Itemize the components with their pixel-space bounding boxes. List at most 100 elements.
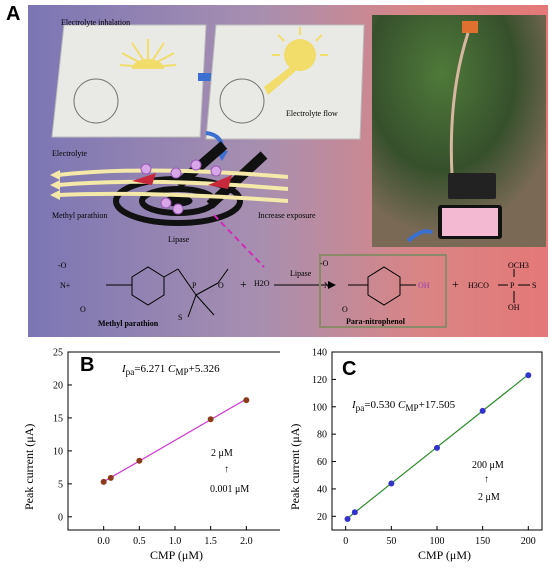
y-tick-label: 10 (53, 446, 63, 457)
atom-oh-2: OH (508, 303, 520, 312)
panel-b-range-top: 2 μM (211, 448, 233, 459)
methyl-parathion-label: Methyl parathion (52, 211, 108, 220)
y-tick-label: 20 (53, 380, 63, 391)
x-tick-label: 200 (521, 536, 536, 547)
plus-sign-1: + (240, 277, 247, 291)
panel-b-ylabel: Peak current (μA) (22, 423, 36, 510)
lipase-label: Lipase (168, 235, 190, 244)
panel-b-range-bottom: 0.001 μM (210, 484, 250, 495)
methyl-parathion-structure (106, 266, 229, 318)
x-tick-label: 1.5 (204, 536, 217, 547)
x-tick-label: 0 (343, 536, 348, 547)
panel-b-equation: Ipa=6.271 CMP+5.326 (122, 363, 220, 378)
atom-o-minus-2: -O (320, 259, 329, 268)
panel-a-letter: A (6, 3, 21, 25)
atom-p-2: P (510, 281, 515, 290)
para-nitrophenol-structure (348, 266, 416, 306)
panel-a-graphics (50, 15, 546, 328)
atom-o-minus-1: -O (58, 261, 67, 270)
panel-c-range-arrow-icon: ↑ (484, 474, 489, 485)
x-tick-label: 2.0 (240, 536, 253, 547)
tick-group: 0 50 100 150 200 20 40 60 80 100 120 140 (312, 348, 536, 548)
panel-c-range-bottom: 2 μM (478, 492, 500, 503)
reactant-name-label: Methyl parathion (98, 319, 159, 328)
panel-c-ylabel: Peak current (μA) (288, 423, 302, 510)
paper-sheet-right (205, 24, 365, 140)
atom-s-1: S (178, 313, 183, 322)
plus-sign-2: + (452, 277, 459, 291)
y-tick-label: 140 (312, 348, 327, 359)
data-point-group (100, 397, 250, 485)
panel-b-range-arrow-icon: ↑ (224, 464, 229, 475)
y-tick-label: 20 (317, 512, 327, 523)
data-point (479, 407, 486, 414)
y-tick-label: 120 (312, 375, 327, 386)
electrolyte-inhalation-label: Electrolyte inhalation (61, 18, 131, 27)
panel-b-xlabel: CMP (μM) (150, 548, 203, 562)
dimethyl-thiophosphate-structure (498, 269, 530, 303)
panel-c-letter: C (342, 358, 357, 380)
data-point (243, 397, 250, 404)
plot-frame (331, 351, 543, 531)
y-tick-label: 40 (317, 484, 327, 495)
data-point (434, 444, 440, 451)
atom-n-plus-2: N+ (324, 281, 335, 290)
electrolyte-flow-label: Electrolyte flow (286, 109, 338, 118)
panel-c-range-top: 200 μM (472, 460, 504, 471)
electrolyte-stream-icon (57, 168, 289, 203)
device-photo (372, 15, 546, 247)
atom-p-1: P (192, 281, 197, 290)
sun-icon-left (119, 39, 177, 69)
y-tick-label: 0 (58, 512, 63, 523)
atom-n-plus-1: N+ (60, 281, 71, 290)
atom-o-3: O (342, 305, 348, 314)
panel-c-equation: Ipa=0.530 CMP+17.505 (352, 399, 456, 414)
x-tick-label: 100 (430, 536, 445, 547)
panel-c-chart: 0 50 100 150 200 20 40 60 80 100 120 140 (312, 348, 543, 548)
data-point (525, 372, 532, 379)
atom-s-2: S (532, 281, 537, 290)
y-tick-label: 100 (312, 402, 327, 413)
atom-o-1: O (80, 305, 86, 314)
electrode-circle-left (73, 78, 119, 124)
atom-o-2: O (218, 281, 224, 290)
product-highlight-box (319, 254, 447, 328)
x-tick-label: 0.5 (133, 536, 146, 547)
increase-exposure-label: Increase exposure (258, 211, 316, 220)
data-point (344, 516, 351, 523)
panel-b-letter: B (80, 354, 95, 376)
atom-oh-1: OH (418, 281, 430, 290)
data-point (388, 480, 395, 487)
y-tick-label: 15 (53, 413, 63, 424)
y-tick-label: 60 (317, 457, 327, 468)
reaction-enzyme-label: Lipase (290, 269, 312, 278)
data-point (351, 509, 358, 516)
red-arrows-icon (132, 173, 232, 189)
electrode-circle-right (219, 78, 265, 124)
atom-h3co: H3CO (468, 281, 489, 290)
dashed-connector (213, 214, 265, 268)
flow-arrowheads-icon (50, 170, 60, 200)
data-point (107, 474, 114, 481)
lipase-bubbles-icon (140, 159, 222, 215)
y-tick-label: 80 (317, 430, 327, 441)
sun-icon-right (264, 27, 328, 95)
tick-group: 0.0 0.5 1.0 1.5 2.0 0 5 10 15 20 25 (53, 348, 253, 548)
paper-sheet-left (51, 24, 207, 138)
electrolyte-label: Electrolyte (52, 149, 88, 158)
product-name-label: Para-nitrophenol (346, 317, 405, 326)
x-tick-label: 50 (386, 536, 396, 547)
panel-b-chart: 0.0 0.5 1.0 1.5 2.0 0 5 10 15 20 25 (53, 348, 280, 548)
data-point-group (344, 372, 532, 523)
x-tick-label: 150 (475, 536, 490, 547)
data-point (136, 457, 143, 464)
y-tick-label: 25 (53, 348, 63, 359)
fit-line (103, 398, 247, 483)
y-tick-label: 5 (58, 479, 63, 490)
x-tick-label: 0.0 (97, 536, 110, 547)
panel-c-xlabel: CMP (μM) (418, 548, 471, 562)
h2o-label: H2O (254, 279, 270, 288)
x-tick-label: 1.0 (169, 536, 182, 547)
panel-a-schematic: Electrolyte inhalation Electrolyte flow … (28, 5, 548, 337)
atom-och3: OCH3 (508, 261, 529, 270)
